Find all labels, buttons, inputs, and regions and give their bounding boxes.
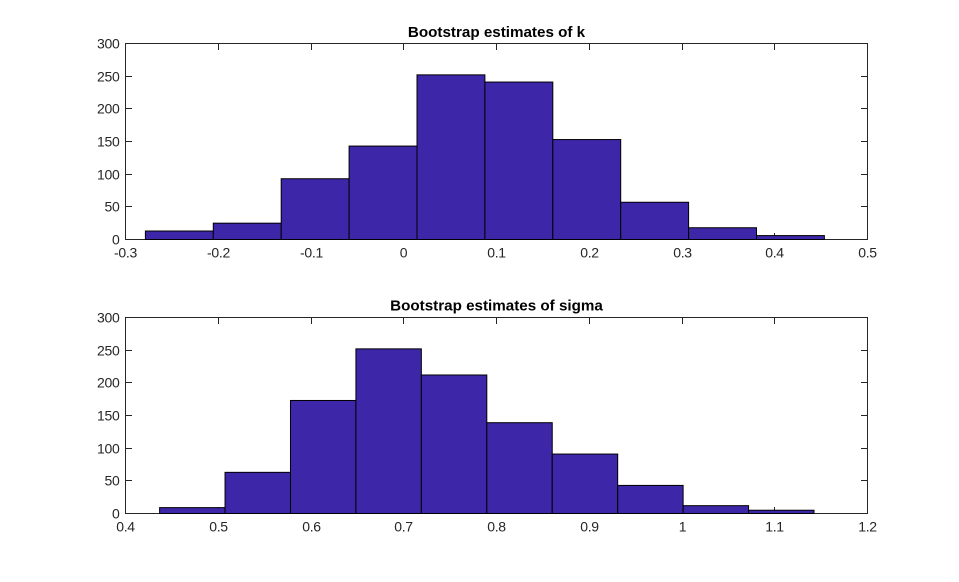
svg-text:0: 0 xyxy=(112,232,120,248)
svg-text:150: 150 xyxy=(97,408,120,424)
svg-text:300: 300 xyxy=(97,310,120,326)
svg-text:1.1: 1.1 xyxy=(765,519,784,535)
svg-text:0.1: 0.1 xyxy=(487,245,506,261)
svg-text:-0.1: -0.1 xyxy=(300,245,323,261)
svg-text:100: 100 xyxy=(97,441,120,457)
svg-text:0.7: 0.7 xyxy=(394,519,413,535)
svg-text:0.6: 0.6 xyxy=(302,519,321,535)
svg-text:250: 250 xyxy=(97,69,120,85)
svg-text:1.2: 1.2 xyxy=(858,519,877,535)
svg-text:100: 100 xyxy=(97,167,120,183)
svg-text:300: 300 xyxy=(97,36,120,52)
svg-text:-0.3: -0.3 xyxy=(114,245,137,261)
svg-text:0.5: 0.5 xyxy=(209,519,228,535)
svg-text:0.2: 0.2 xyxy=(580,245,599,261)
svg-text:0.8: 0.8 xyxy=(487,519,506,535)
svg-text:0: 0 xyxy=(400,245,408,261)
svg-text:0.3: 0.3 xyxy=(673,245,692,261)
svg-text:50: 50 xyxy=(105,199,120,215)
svg-text:150: 150 xyxy=(97,134,120,150)
svg-text:200: 200 xyxy=(97,101,120,117)
svg-text:-0.2: -0.2 xyxy=(207,245,230,261)
svg-text:0: 0 xyxy=(112,506,120,522)
svg-text:0.5: 0.5 xyxy=(858,245,877,261)
svg-text:0.4: 0.4 xyxy=(765,245,784,261)
svg-text:0.9: 0.9 xyxy=(580,519,599,535)
svg-text:250: 250 xyxy=(97,343,120,359)
svg-text:Bootstrap estimates of sigma: Bootstrap estimates of sigma xyxy=(390,298,603,315)
svg-text:Bootstrap estimates of k: Bootstrap estimates of k xyxy=(408,24,586,41)
svg-text:50: 50 xyxy=(105,473,120,489)
svg-text:0.4: 0.4 xyxy=(116,519,135,535)
svg-text:200: 200 xyxy=(97,375,120,391)
svg-text:1: 1 xyxy=(679,519,687,535)
